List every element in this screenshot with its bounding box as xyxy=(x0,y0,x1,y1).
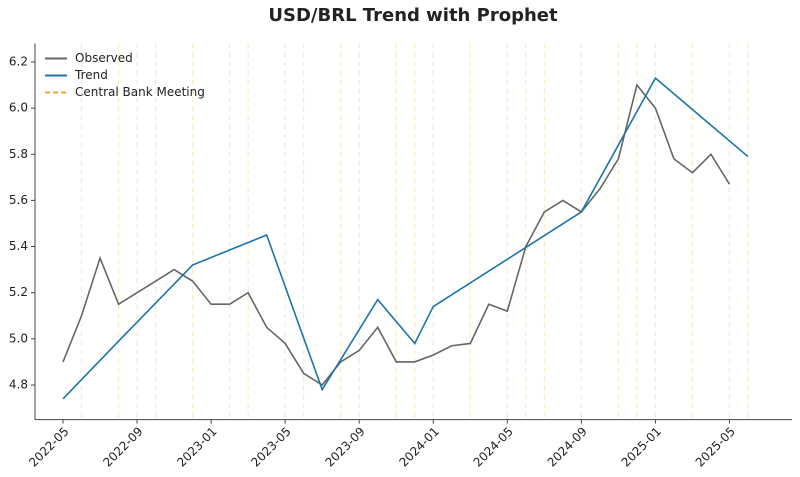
x-tick-label: 2024-01 xyxy=(397,424,442,469)
y-tick-label: 4.8 xyxy=(9,377,28,391)
y-tick-label: 6.2 xyxy=(9,54,28,68)
x-tick-label: 2024-09 xyxy=(545,424,590,469)
y-tick-label: 5.2 xyxy=(9,285,28,299)
x-tick-label: 2023-05 xyxy=(248,424,293,469)
legend-label: Trend xyxy=(74,68,108,82)
series-line xyxy=(62,76,749,400)
x-tick-label: 2023-01 xyxy=(174,424,219,469)
legend-label: Observed xyxy=(75,51,133,65)
x-tick-label: 2023-09 xyxy=(322,424,367,469)
legend-label: Central Bank Meeting xyxy=(75,85,205,99)
x-tick-label: 2024-05 xyxy=(471,424,516,469)
x-tick-label: 2022-09 xyxy=(100,424,145,469)
series-line xyxy=(62,83,731,387)
x-tick-label: 2022-05 xyxy=(26,424,71,469)
y-tick-label: 5.4 xyxy=(9,239,28,253)
x-tick-label: 2025-05 xyxy=(693,424,738,469)
y-tick-label: 5.8 xyxy=(9,147,28,161)
chart-title: USD/BRL Trend with Prophet xyxy=(268,5,558,26)
y-tick-label: 6.0 xyxy=(9,101,28,115)
y-tick-label: 5.6 xyxy=(9,193,28,207)
y-tick-label: 5.0 xyxy=(9,331,28,345)
x-tick-label: 2025-01 xyxy=(619,424,664,469)
